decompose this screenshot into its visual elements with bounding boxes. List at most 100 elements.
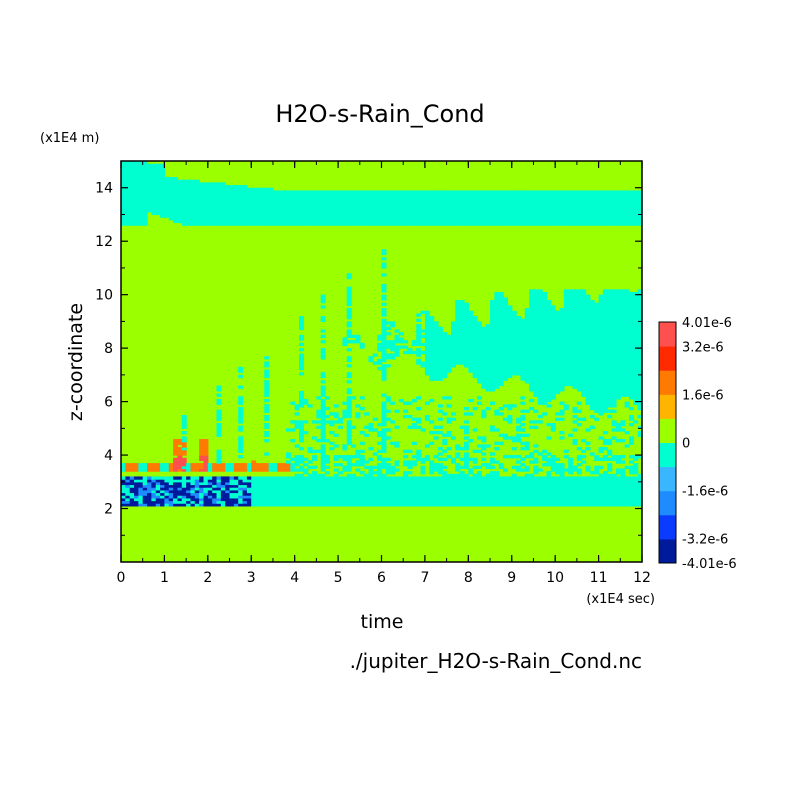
heatmap-cell [424,350,430,355]
heatmap-cell [142,465,148,470]
heatmap-cell [516,334,522,339]
heatmap-cell [338,425,344,429]
heatmap-cell [285,190,291,194]
heatmap-cell [320,193,326,197]
heatmap-cell [585,308,591,312]
heatmap-cell [485,356,491,360]
heatmap-cell [450,495,456,499]
heatmap-cell [463,209,469,213]
heatmap-cell [563,294,569,298]
heatmap-cell [450,337,456,341]
heatmap-cell [481,364,487,368]
heatmap-cell [429,326,435,331]
heatmap-cell [381,479,387,483]
heatmap-cell [394,441,400,445]
heatmap-cell [229,206,235,210]
heatmap-cell [503,219,509,224]
heatmap-cell [398,500,404,504]
heatmap-cell [407,487,413,491]
heatmap-cell [490,302,495,306]
heatmap-cell [589,361,595,365]
heatmap-cell [542,345,548,349]
heatmap-cell [516,500,522,504]
heatmap-cell [520,345,526,349]
heatmap-cell [364,219,370,224]
heatmap-cell [568,195,574,200]
heatmap-cell [229,214,235,218]
heatmap-cell [212,211,218,216]
heatmap-cell [516,324,522,328]
heatmap-cell [589,377,595,381]
heatmap-cell [533,206,539,210]
heatmap-cell [190,203,196,208]
heatmap-cell [533,329,539,333]
heatmap-cell [494,473,500,478]
heatmap-cell [563,222,569,226]
heatmap-cell [581,313,587,317]
heatmap-cell [151,179,157,183]
heatmap-cell [424,495,430,499]
heatmap-cell [134,174,139,178]
heatmap-cell [264,382,270,387]
heatmap-cell [472,318,478,322]
heatmap-cell [285,214,291,218]
y-axis-unit: (x1E4 m) [40,131,99,146]
heatmap-cell [316,492,322,496]
heatmap-cell [333,198,339,202]
heatmap-cell [142,187,148,191]
heatmap-cell [142,203,148,208]
heatmap-cell [524,345,530,349]
heatmap-cell [559,487,565,491]
heatmap-cell [563,382,569,387]
heatmap-cell [125,463,131,467]
heatmap-cell [459,503,465,507]
heatmap-cell [511,465,517,470]
heatmap-cell [542,334,548,339]
heatmap-cell [446,198,452,202]
heatmap-cell [442,206,448,210]
heatmap-cell [390,484,396,488]
heatmap-cell [346,297,352,301]
heatmap-cell [381,364,387,368]
heatmap-cell [450,345,456,349]
heatmap-cell [429,398,435,403]
heatmap-cell [173,449,179,453]
heatmap-cell [407,476,413,480]
heatmap-cell [364,497,370,502]
heatmap-cell [459,206,465,210]
heatmap-cell [550,492,556,496]
heatmap-cell [546,377,552,381]
heatmap-cell [381,495,387,499]
heatmap-cell [524,358,530,363]
heatmap-cell [364,500,370,504]
heatmap-cell [307,503,313,507]
heatmap-cell [251,495,257,499]
heatmap-cell [420,460,426,464]
heatmap-cell [346,460,352,464]
heatmap-cell [594,497,600,502]
heatmap-cell [589,340,595,344]
heatmap-cell [155,468,161,472]
heatmap-cell [220,479,226,483]
heatmap-cell [585,503,591,507]
heatmap-cell [338,203,344,208]
heatmap-cell [472,337,478,341]
heatmap-cell [542,503,548,507]
heatmap-cell [147,500,152,504]
heatmap-cell [121,500,126,504]
heatmap-cell [199,187,205,191]
heatmap-cell [242,476,248,480]
heatmap-cell [312,206,317,210]
heatmap-cell [216,489,222,494]
heatmap-cell [437,487,443,491]
heatmap-cell [559,353,565,357]
heatmap-cell [285,193,291,197]
heatmap-cell [320,404,326,408]
heatmap-cell [537,334,543,339]
heatmap-cell [147,489,152,494]
heatmap-cell [299,492,304,496]
heatmap-cell [364,211,370,216]
heatmap-cell [442,353,448,357]
heatmap-cell [285,481,291,486]
heatmap-cell [229,217,235,221]
